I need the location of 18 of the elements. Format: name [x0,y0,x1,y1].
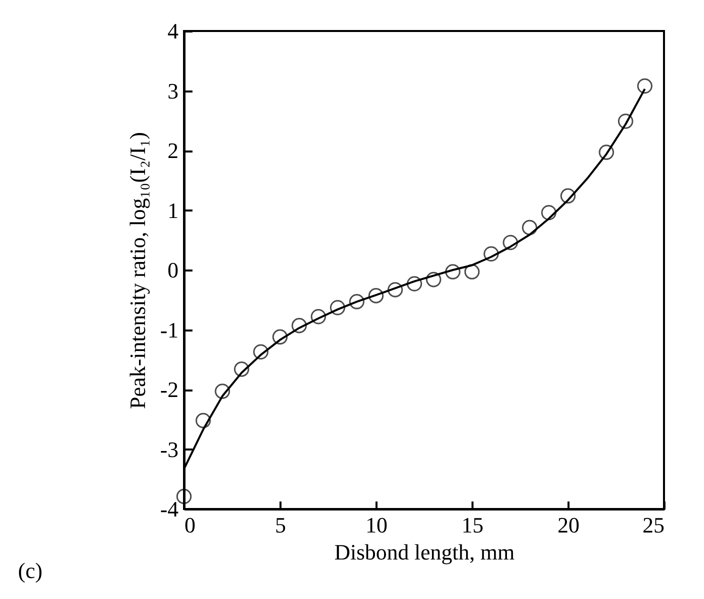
x-tick-label: 20 [558,512,580,538]
y-tick-label: 4 [168,18,178,44]
x-tick-label: 10 [366,512,388,538]
y-tick-label: -4 [160,496,178,522]
y-tick-label: 0 [168,258,178,282]
x-tick-label: 25 [642,512,664,538]
y-tick-label: -2 [160,377,178,402]
x-tick-label: 5 [275,512,286,538]
y-tick-label: 1 [168,198,178,223]
x-tick-label: 0 [184,512,196,538]
x-axis-title: Disbond length, mm [334,540,515,564]
text: (c) [18,558,42,584]
y-tick-label: 3 [168,78,178,104]
x-tick-label: 15 [462,512,484,538]
y-tick-label: -3 [160,436,178,462]
y-axis-title: Peak-intensity ratio, log₁₀(I₂/I₁) [125,132,150,409]
y-tick-label: -1 [160,317,178,342]
y-tick-label: 2 [168,138,178,163]
